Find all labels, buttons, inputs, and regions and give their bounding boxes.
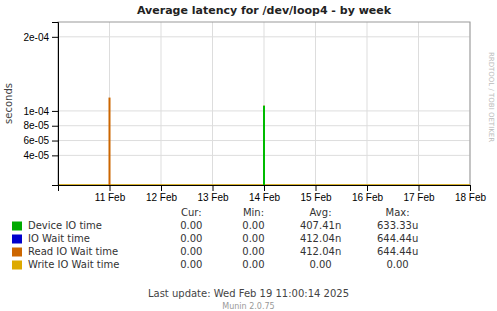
- x-tick-mark: [316, 185, 317, 191]
- legend-swatch: [12, 235, 22, 244]
- y-tick: 8e-05: [23, 120, 58, 131]
- y-tick-mark: [52, 37, 58, 38]
- legend-label: Write IO Wait time: [28, 259, 119, 270]
- grid: [58, 22, 470, 185]
- table-cell: 644.44u: [377, 246, 418, 257]
- table-cell: 0.00: [386, 259, 408, 270]
- grid-line-x: [264, 22, 265, 185]
- spike: [263, 106, 265, 185]
- y-tick-mark: [52, 141, 58, 142]
- table-cell: 407.41n: [300, 220, 341, 231]
- table-cell: 0.00: [242, 259, 264, 270]
- grid-line-x: [418, 22, 419, 185]
- y-tick-mark: [52, 126, 58, 127]
- plot-frame: [58, 22, 470, 185]
- x-axis-line: [59, 186, 471, 192]
- table-cell: 412.04n: [300, 233, 341, 244]
- table-cell: 0.00: [242, 233, 264, 244]
- x-tick-label: 18 Feb: [455, 192, 487, 203]
- x-tick-label: 17 Feb: [403, 192, 435, 203]
- legend-swatch: [12, 261, 22, 270]
- x-tick: 16 Feb: [352, 185, 384, 203]
- legend: Cur: Min: Avg: Max: Device IO time 0.00 0.00 40…: [12, 207, 418, 270]
- x-tick-label: 11 Feb: [95, 192, 126, 203]
- table-cell: 0.00: [180, 246, 202, 257]
- y-tick: 6e-05: [23, 135, 58, 146]
- table-header: Cur:: [181, 207, 202, 218]
- x-tick-label: 13 Feb: [197, 192, 229, 203]
- table-cell: 0.00: [180, 220, 202, 231]
- x-tick: 11 Feb: [95, 185, 126, 203]
- y-axis-title: seconds: [3, 83, 14, 124]
- legend-label: Read IO Wait time: [28, 246, 118, 257]
- table-cell: 0.00: [309, 259, 331, 270]
- x-tick-mark: [367, 185, 368, 191]
- legend-label: IO Wait time: [28, 233, 90, 244]
- x-tick: 13 Feb: [197, 185, 229, 203]
- y-tick-label: 1e-04: [23, 106, 49, 117]
- x-tick: 18 Feb: [455, 185, 487, 203]
- table-cell: 0.00: [180, 259, 202, 270]
- side-label: RRDTOOL / TOBI OETIKER: [487, 52, 495, 142]
- x-tick-label: 12 Feb: [146, 192, 178, 203]
- x-tick-mark: [213, 185, 214, 191]
- x-axis: 11 Feb 12 Feb 13 Feb 14 Feb 15 Feb 16 Feb 17 F…: [59, 185, 487, 203]
- table-cell: 633.33u: [377, 220, 418, 231]
- x-tick-mark: [110, 185, 111, 191]
- grid-line-x: [212, 22, 213, 185]
- table-cell: 0.00: [242, 246, 264, 257]
- y-tick-label: 4e-05: [23, 150, 49, 161]
- x-tick-mark: [161, 185, 162, 191]
- x-tick: 17 Feb: [403, 185, 435, 203]
- legend-swatch: [12, 222, 22, 231]
- y-tick-label: 8e-05: [23, 120, 49, 131]
- y-tick: 4e-05: [23, 150, 58, 161]
- spike: [109, 98, 111, 185]
- table-cell: 0.00: [180, 233, 202, 244]
- grid-line-x: [315, 22, 316, 185]
- marks: [58, 98, 470, 185]
- y-axis: 4e-05 6e-05 8e-05 1e-04 2e-04: [23, 23, 58, 186]
- version: Munin 2.0.75: [222, 302, 274, 311]
- chart: 11 Feb 12 Feb 13 Feb 14 Feb 15 Feb 16 Feb 17 F…: [0, 0, 497, 311]
- x-tick-label: 15 Feb: [300, 192, 332, 203]
- x-tick: 14 Feb: [249, 185, 281, 203]
- x-tick-label: 14 Feb: [249, 192, 281, 203]
- grid-line-x: [161, 22, 162, 185]
- legend-label: Device IO time: [28, 220, 102, 231]
- table-header: Min:: [243, 207, 264, 218]
- y-tick: 2e-04: [23, 32, 58, 43]
- grid-line-x: [367, 22, 368, 185]
- table-header: Avg:: [310, 207, 332, 218]
- last-update: Last update: Wed Feb 19 11:00:14 2025: [148, 288, 349, 299]
- x-tick-mark: [264, 185, 265, 191]
- plot: 11 Feb 12 Feb 13 Feb 14 Feb 15 Feb 16 Feb 17 F…: [23, 22, 486, 203]
- title: Average latency for /dev/loop4 - by week: [137, 4, 392, 17]
- legend-swatch: [12, 248, 22, 257]
- x-tick-mark: [470, 185, 471, 191]
- table-cell: 644.44u: [377, 233, 418, 244]
- spike: [263, 106, 265, 185]
- y-tick-label: 2e-04: [23, 32, 49, 43]
- x-tick-mark: [419, 185, 420, 191]
- y-tick-mark: [52, 111, 58, 112]
- grid-line-x: [109, 22, 110, 185]
- y-tick: 1e-04: [23, 106, 58, 117]
- x-tick-label: 16 Feb: [352, 192, 384, 203]
- y-axis-line: [52, 23, 59, 186]
- table-header: Max:: [386, 207, 410, 218]
- table-cell: 0.00: [242, 220, 264, 231]
- y-tick-mark: [52, 155, 58, 156]
- x-tick: 15 Feb: [300, 185, 332, 203]
- x-tick: 12 Feb: [146, 185, 178, 203]
- y-tick-label: 6e-05: [23, 135, 49, 146]
- table-cell: 412.04n: [300, 246, 341, 257]
